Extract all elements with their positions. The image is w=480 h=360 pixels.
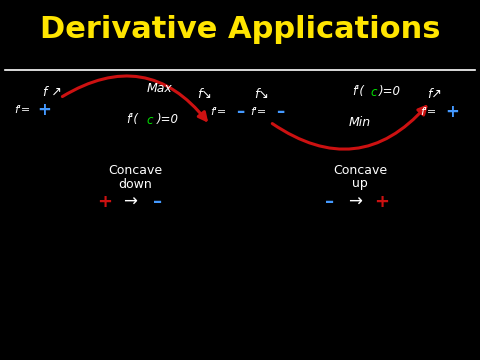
Text: f↘: f↘ [198,89,213,102]
Text: –: – [325,193,335,211]
Text: c: c [371,85,377,99]
Text: Concave: Concave [333,163,387,176]
Text: –: – [154,193,163,211]
Text: →: → [348,193,362,211]
Text: +: + [37,101,51,119]
Text: c: c [147,113,153,126]
Text: –: – [276,103,284,121]
Text: down: down [118,177,152,190]
Text: f'=: f'= [14,105,30,115]
Text: )=0: )=0 [157,113,179,126]
Text: +: + [445,103,459,121]
Text: Concave: Concave [108,163,162,176]
Text: →: → [123,193,137,211]
Text: up: up [352,177,368,190]
Text: )=0: )=0 [379,85,401,99]
Text: +: + [97,193,112,211]
Text: –: – [236,103,244,121]
Text: f'=: f'= [210,107,226,117]
Text: Derivative Applications: Derivative Applications [40,15,440,45]
FancyArrowPatch shape [272,107,426,149]
Text: +: + [374,193,389,211]
Text: f ↗: f ↗ [43,85,61,99]
Text: f'(: f'( [352,85,364,99]
Text: Min: Min [349,116,371,129]
FancyArrowPatch shape [62,76,206,120]
Text: Max: Max [147,81,173,94]
Text: f↗: f↗ [428,89,443,102]
Text: f'=: f'= [420,107,436,117]
Text: f'(: f'( [126,113,138,126]
Text: f↘: f↘ [254,89,269,102]
Text: f'=: f'= [250,107,266,117]
